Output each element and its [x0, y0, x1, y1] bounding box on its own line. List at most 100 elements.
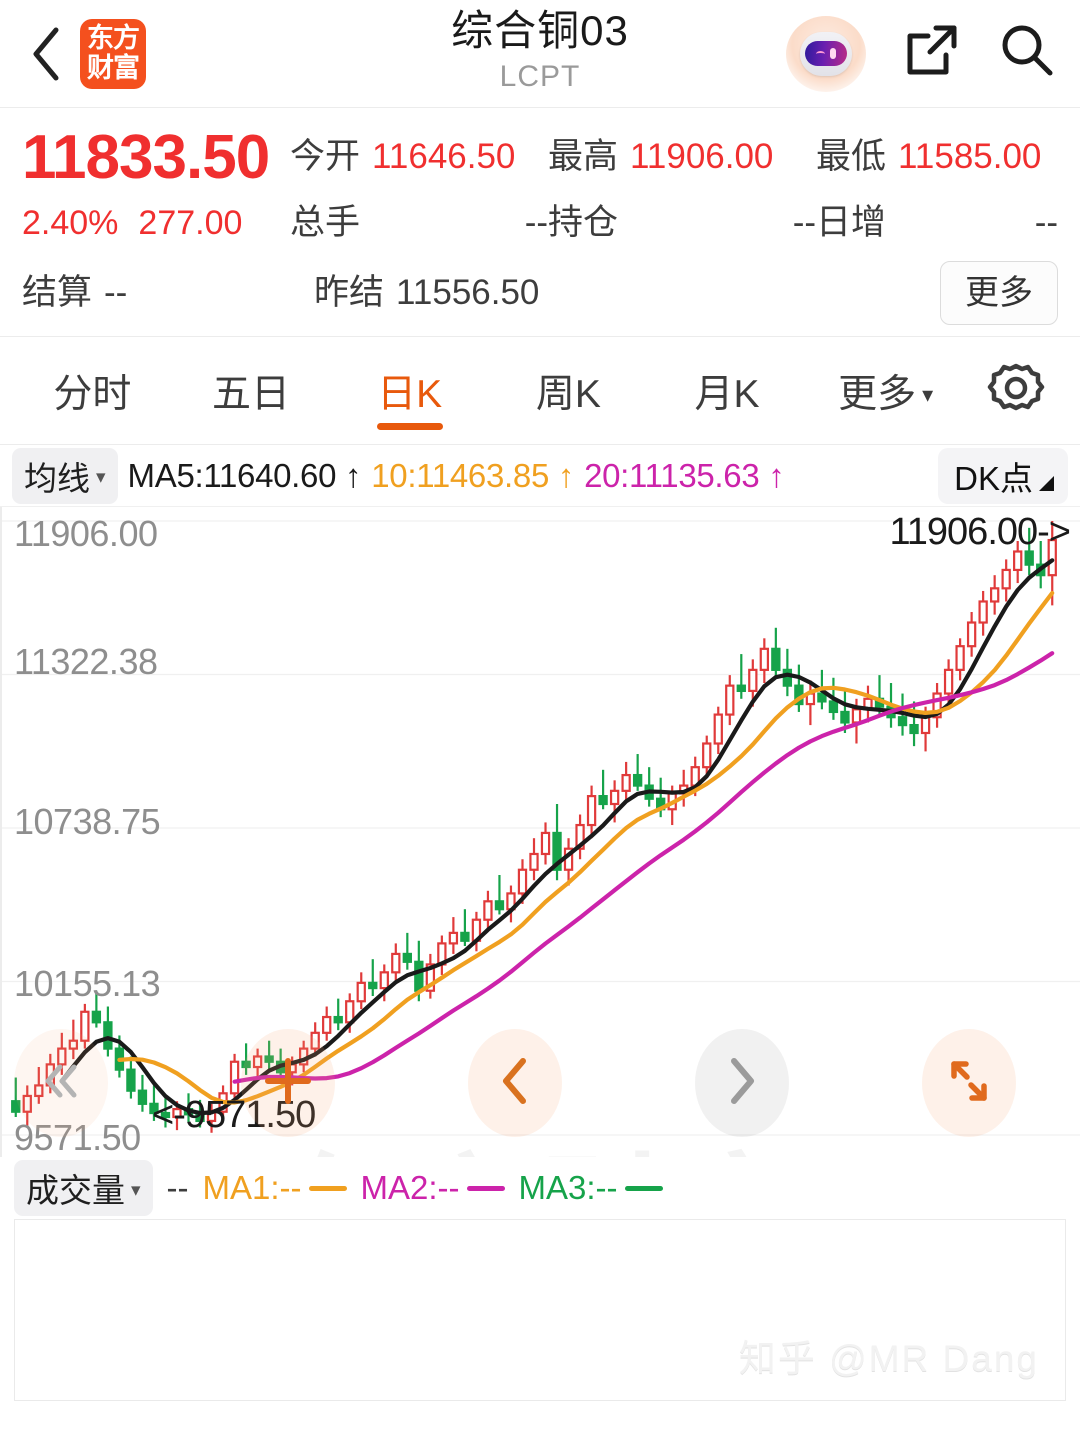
volume-legend-bar: 成交量 ▾ -- MA1:-- MA2:-- MA3:-- — [0, 1157, 1080, 1219]
fullscreen-button[interactable] — [922, 1029, 1016, 1137]
volume-ma3-swatch — [624, 1185, 663, 1191]
stat-volume-label: 总手 — [290, 203, 361, 242]
robot-eye-left — [816, 50, 825, 57]
tab-fenshi-label: 分时 — [53, 372, 132, 416]
back-button[interactable] — [22, 27, 68, 80]
volume-ma1: MA1:-- — [203, 1169, 347, 1207]
next-button[interactable] — [695, 1029, 789, 1137]
volume-value: -- — [166, 1169, 189, 1206]
corner-triangle-icon — [1039, 476, 1054, 491]
volume-ma2-label: MA2:-- — [360, 1169, 460, 1206]
stat-high-value: 11906.00 — [630, 137, 774, 176]
tab-monthly-k[interactable]: 月K — [651, 337, 804, 444]
dk-point-button[interactable]: DK点 — [938, 447, 1068, 504]
stat-volume-value: -- — [524, 203, 548, 242]
volume-selector-label: 成交量 — [26, 1172, 125, 1209]
share-external-icon — [902, 22, 960, 85]
dk-point-label: DK点 — [954, 459, 1033, 497]
robot-visor — [805, 41, 847, 66]
tab-more[interactable]: 更多 ▾ — [809, 337, 962, 444]
chevron-left-icon — [28, 26, 62, 82]
stat-prev-settlement-label: 昨结 — [314, 273, 385, 312]
tab-daily-k[interactable]: 日K — [333, 337, 486, 444]
stat-daily-change-label: 日增 — [816, 203, 887, 242]
tab-more-label: 更多 — [838, 372, 917, 416]
quote-panel: 11833.50 2.40% 277.00 今开 11646.50 最高 119… — [0, 108, 1080, 337]
brand-line-2: 财富 — [87, 52, 140, 84]
chevron-down-icon: ▾ — [96, 467, 106, 488]
stat-open-interest-value: -- — [792, 203, 816, 242]
chart-control-row — [0, 1029, 1080, 1137]
change-line: 2.40% 277.00 — [22, 202, 290, 244]
tab-weekly-k-label: 周K — [535, 372, 601, 416]
stat-open-interest: 持仓 -- — [548, 190, 816, 256]
volume-ma1-label: MA1:-- — [202, 1169, 302, 1206]
search-button[interactable] — [996, 23, 1058, 85]
last-price: 11833.50 — [22, 123, 270, 192]
volume-ma2: MA2:-- — [361, 1169, 505, 1207]
app-header: 东方 财富 综合铜03 LCPT — [0, 0, 1080, 108]
price-column: 11833.50 2.40% 277.00 — [22, 124, 290, 244]
change-absolute: 277.00 — [138, 204, 243, 242]
tab-five-day-label: 五日 — [212, 372, 291, 416]
stat-open-label: 今开 — [290, 137, 361, 176]
search-icon — [997, 21, 1057, 86]
change-percent: 2.40% — [22, 204, 119, 242]
tab-fenshi[interactable]: 分时 — [16, 337, 169, 444]
volume-selector-button[interactable]: 成交量 ▾ — [14, 1160, 153, 1216]
chart-period-tabs: 分时 五日 日K 周K 月K 更多 ▾ — [0, 337, 1080, 445]
stat-open-interest-label: 持仓 — [548, 203, 619, 242]
bottom-spacer — [0, 1401, 1080, 1415]
quote-top-rows: 11833.50 2.40% 277.00 今开 11646.50 最高 119… — [22, 124, 1058, 256]
tab-monthly-k-label: 月K — [694, 372, 760, 416]
ma-selector-label: 均线 — [24, 459, 90, 497]
zoom-in-button[interactable] — [241, 1029, 335, 1137]
eastmoney-logo[interactable]: 东方 财富 — [80, 18, 146, 89]
volume-ma3-label: MA3:-- — [518, 1169, 618, 1206]
stats-row-1: 今开 11646.50 最高 11906.00 最低 11585.00 — [290, 124, 1058, 190]
expand-diagonal-icon — [943, 1055, 995, 1112]
ma10-value: 10:11463.85 ↑ — [371, 456, 575, 494]
stats-column: 今开 11646.50 最高 11906.00 最低 11585.00 总手 — [290, 124, 1058, 256]
more-button[interactable]: 更多 — [940, 261, 1058, 325]
stats-row-2: 总手 -- 持仓 -- 日增 -- — [290, 190, 1058, 256]
stat-open: 今开 11646.50 — [290, 124, 548, 190]
gear-icon — [986, 358, 1046, 423]
robot-eye-right — [830, 48, 836, 59]
chart-settings-button[interactable] — [968, 358, 1064, 423]
ma20-value: 20:11135.63 ↑ — [584, 456, 785, 494]
stats-row-3: 结算 -- 昨结 11556.50 更多 — [22, 260, 1058, 326]
volume-ma1-swatch — [308, 1185, 347, 1191]
share-button[interactable] — [900, 23, 962, 85]
stat-daily-change-value: -- — [1034, 203, 1058, 242]
volume-chart-panel[interactable]: 知乎 @MR Dang — [14, 1219, 1066, 1401]
ma-selector-button[interactable]: 均线 ▾ — [12, 447, 118, 504]
collapse-button[interactable] — [14, 1029, 108, 1137]
stat-low-value: 11585.00 — [898, 137, 1042, 176]
chevron-right-icon — [719, 1055, 765, 1112]
chevron-down-icon: ▾ — [131, 1179, 141, 1201]
volume-ma2-swatch — [466, 1185, 505, 1191]
chevron-down-icon: ▾ — [922, 381, 934, 407]
stat-high-label: 最高 — [548, 137, 619, 176]
stat-prev-settlement-value: 11556.50 — [396, 273, 540, 312]
stat-volume: 总手 -- — [290, 190, 548, 256]
ma5-value: MA5:11640.60 ↑ — [127, 456, 362, 494]
volume-ma3: MA3:-- — [519, 1169, 663, 1207]
stat-daily-change: 日增 -- — [816, 190, 1058, 256]
prev-button[interactable] — [468, 1029, 562, 1137]
chevron-left-icon — [492, 1055, 538, 1112]
chart-canvas — [0, 507, 1080, 1157]
stat-settlement: 结算 -- — [22, 260, 280, 326]
tab-five-day[interactable]: 五日 — [175, 337, 328, 444]
stat-prev-settlement: 昨结 11556.50 — [280, 260, 940, 326]
stat-settlement-label: 结算 — [22, 273, 93, 312]
stat-low: 最低 11585.00 — [816, 124, 1058, 190]
double-chevron-left-icon — [36, 1056, 86, 1111]
robot-avatar-icon[interactable] — [786, 15, 866, 92]
tab-weekly-k[interactable]: 周K — [492, 337, 645, 444]
stat-high: 最高 11906.00 — [548, 124, 816, 190]
robot-body — [800, 31, 852, 76]
